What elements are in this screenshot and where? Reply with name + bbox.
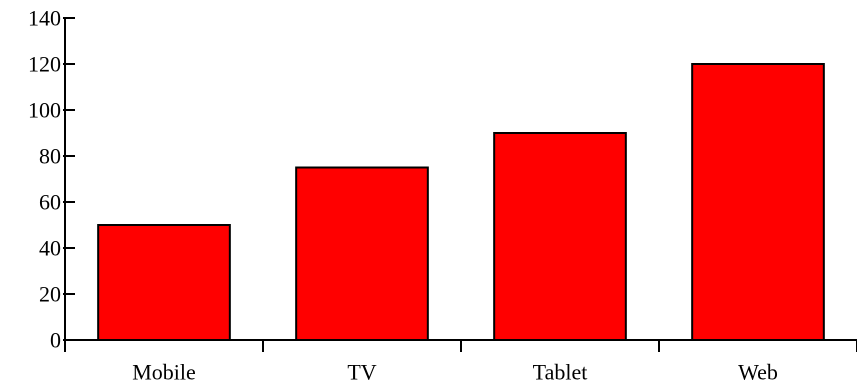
- x-tick-label-tablet: Tablet: [533, 360, 588, 382]
- y-tick-label: 120: [28, 52, 61, 77]
- y-tick-label: 100: [28, 98, 61, 123]
- y-tick-label: 80: [39, 144, 61, 169]
- x-tick-label-mobile: Mobile: [132, 360, 196, 382]
- x-tick-label-web: Web: [738, 360, 778, 382]
- y-tick-label: 60: [39, 190, 61, 215]
- x-tick-label-tv: TV: [347, 360, 376, 382]
- y-ticks-group: 0 20 40 60 80 100 120 140: [28, 6, 75, 353]
- y-tick-label: 20: [39, 282, 61, 307]
- y-tick-label: 40: [39, 236, 61, 261]
- bars-group: [97, 63, 825, 341]
- bar-tv: [295, 166, 429, 341]
- y-tick-label: 140: [28, 6, 61, 31]
- bar-web: [691, 63, 825, 341]
- y-tick-label: 0: [50, 328, 61, 353]
- bar-mobile: [97, 224, 231, 341]
- x-ticks-group: Mobile TV Tablet Web: [64, 340, 857, 382]
- bar-tablet: [493, 132, 627, 341]
